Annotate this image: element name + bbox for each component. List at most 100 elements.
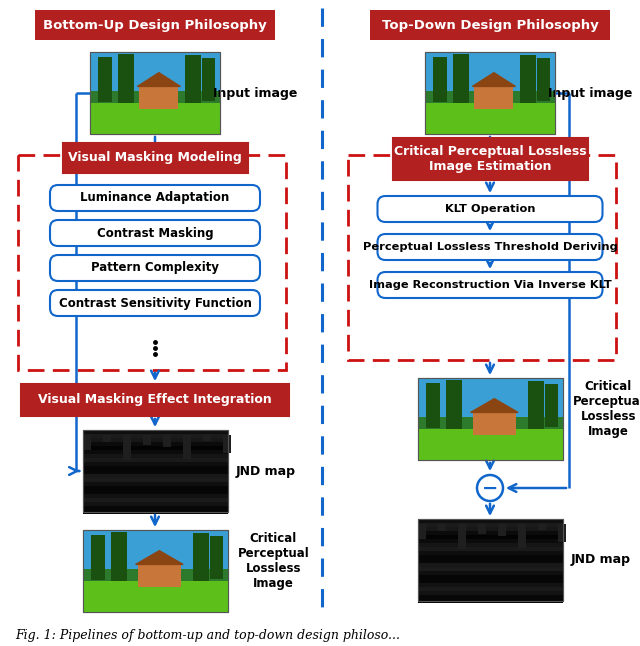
FancyBboxPatch shape [83, 466, 227, 470]
FancyBboxPatch shape [83, 470, 227, 474]
Text: Perceptual Lossless Threshold Deriving: Perceptual Lossless Threshold Deriving [363, 242, 618, 252]
FancyBboxPatch shape [545, 384, 557, 426]
FancyBboxPatch shape [417, 567, 563, 571]
FancyBboxPatch shape [417, 599, 563, 603]
Text: JND map: JND map [236, 464, 296, 477]
FancyBboxPatch shape [83, 435, 90, 450]
FancyBboxPatch shape [417, 519, 563, 523]
FancyBboxPatch shape [202, 435, 211, 441]
FancyBboxPatch shape [83, 490, 227, 494]
FancyBboxPatch shape [209, 536, 223, 579]
FancyBboxPatch shape [417, 587, 563, 591]
Text: Critical
Perceptual
Lossless
Image: Critical Perceptual Lossless Image [573, 380, 640, 438]
Text: Luminance Adaptation: Luminance Adaptation [81, 191, 230, 205]
FancyBboxPatch shape [417, 555, 563, 559]
Text: Fig. 1: Pipelines of bottom-up and top-down design philoso...: Fig. 1: Pipelines of bottom-up and top-d… [15, 629, 400, 641]
FancyBboxPatch shape [83, 494, 227, 498]
FancyBboxPatch shape [122, 435, 131, 460]
Polygon shape [138, 72, 180, 87]
FancyBboxPatch shape [83, 438, 227, 442]
FancyBboxPatch shape [417, 378, 563, 460]
Polygon shape [472, 72, 515, 87]
FancyBboxPatch shape [378, 196, 602, 222]
FancyBboxPatch shape [392, 138, 588, 180]
FancyBboxPatch shape [185, 55, 201, 103]
FancyBboxPatch shape [83, 581, 227, 612]
FancyBboxPatch shape [425, 52, 555, 91]
FancyBboxPatch shape [518, 524, 525, 548]
FancyBboxPatch shape [90, 535, 104, 580]
FancyBboxPatch shape [83, 482, 227, 486]
Text: KLT Operation: KLT Operation [445, 204, 535, 214]
FancyBboxPatch shape [90, 52, 220, 134]
FancyBboxPatch shape [111, 532, 127, 581]
Text: Bottom-Up Design Philosophy: Bottom-Up Design Philosophy [43, 19, 267, 32]
Text: Input image: Input image [213, 87, 297, 99]
FancyBboxPatch shape [527, 381, 543, 428]
FancyBboxPatch shape [83, 442, 227, 446]
FancyBboxPatch shape [83, 486, 227, 490]
FancyBboxPatch shape [35, 10, 275, 40]
FancyBboxPatch shape [453, 54, 469, 103]
FancyBboxPatch shape [497, 524, 506, 536]
FancyBboxPatch shape [417, 429, 563, 460]
FancyBboxPatch shape [50, 255, 260, 281]
Text: Visual Masking Effect Integration: Visual Masking Effect Integration [38, 393, 272, 406]
Text: Critical
Perceptual
Lossless
Image: Critical Perceptual Lossless Image [237, 532, 309, 590]
FancyBboxPatch shape [378, 272, 602, 298]
FancyBboxPatch shape [90, 52, 220, 91]
Text: −: − [482, 479, 498, 497]
FancyBboxPatch shape [417, 527, 563, 531]
FancyBboxPatch shape [50, 220, 260, 246]
FancyBboxPatch shape [118, 54, 134, 103]
Text: Input image: Input image [548, 87, 632, 99]
FancyBboxPatch shape [417, 551, 563, 555]
Polygon shape [136, 550, 183, 565]
FancyBboxPatch shape [557, 524, 566, 542]
FancyBboxPatch shape [163, 435, 170, 447]
FancyBboxPatch shape [417, 535, 563, 539]
FancyBboxPatch shape [83, 474, 227, 478]
FancyBboxPatch shape [138, 565, 181, 587]
FancyBboxPatch shape [378, 234, 602, 260]
FancyBboxPatch shape [417, 579, 563, 583]
FancyBboxPatch shape [477, 524, 486, 534]
FancyBboxPatch shape [83, 454, 227, 458]
FancyBboxPatch shape [83, 430, 227, 512]
Text: Top-Down Design Philosophy: Top-Down Design Philosophy [381, 19, 598, 32]
Text: Contrast Masking: Contrast Masking [97, 227, 213, 240]
FancyBboxPatch shape [83, 462, 227, 466]
FancyBboxPatch shape [83, 502, 227, 506]
FancyBboxPatch shape [474, 87, 513, 109]
FancyBboxPatch shape [63, 143, 248, 173]
FancyBboxPatch shape [202, 58, 215, 101]
FancyBboxPatch shape [83, 430, 227, 434]
FancyBboxPatch shape [417, 547, 563, 551]
Text: Contrast Sensitivity Function: Contrast Sensitivity Function [59, 297, 252, 309]
FancyBboxPatch shape [417, 563, 563, 567]
FancyBboxPatch shape [417, 591, 563, 595]
FancyBboxPatch shape [370, 10, 610, 40]
FancyBboxPatch shape [140, 87, 179, 109]
Text: Critical Perceptual Lossless
Image Estimation: Critical Perceptual Lossless Image Estim… [394, 145, 586, 173]
FancyBboxPatch shape [458, 524, 465, 549]
FancyBboxPatch shape [83, 530, 227, 569]
FancyBboxPatch shape [417, 378, 563, 417]
FancyBboxPatch shape [83, 458, 227, 462]
Text: JND map: JND map [570, 554, 630, 567]
FancyBboxPatch shape [426, 383, 440, 428]
FancyBboxPatch shape [433, 57, 447, 102]
Circle shape [477, 475, 503, 501]
FancyBboxPatch shape [417, 571, 563, 575]
FancyBboxPatch shape [417, 539, 563, 543]
Text: Image Reconstruction Via Inverse KLT: Image Reconstruction Via Inverse KLT [369, 280, 611, 290]
FancyBboxPatch shape [98, 57, 112, 102]
FancyBboxPatch shape [83, 506, 227, 510]
FancyBboxPatch shape [102, 435, 111, 443]
FancyBboxPatch shape [438, 524, 445, 532]
FancyBboxPatch shape [417, 531, 563, 535]
FancyBboxPatch shape [417, 559, 563, 563]
FancyBboxPatch shape [90, 103, 220, 134]
FancyBboxPatch shape [182, 435, 191, 459]
Text: Pattern Complexity: Pattern Complexity [91, 262, 219, 275]
